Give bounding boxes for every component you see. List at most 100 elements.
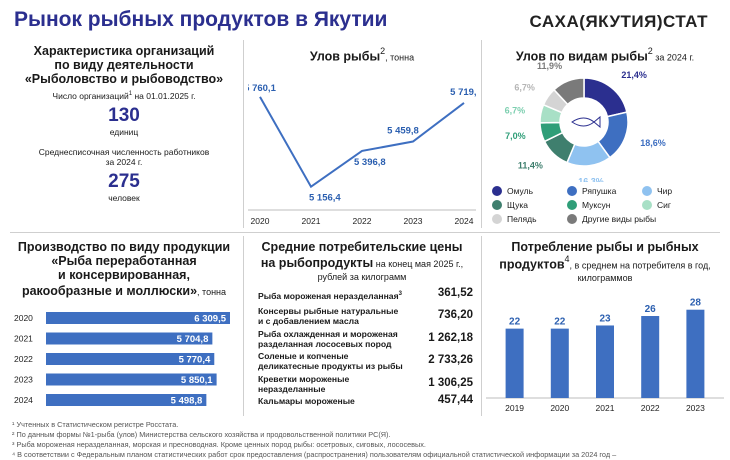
data-label: 5 850,1: [181, 375, 213, 386]
legend-swatch: [492, 200, 502, 210]
footnote-2: ² По данным формы №1-рыба (улов) Министе…: [12, 430, 391, 439]
price-row: Консервы рыбные натуральные и с добавлени…: [258, 306, 473, 326]
bar: [641, 316, 660, 398]
consumption-title-line1: Потребление рыбы и рыбных: [511, 240, 699, 254]
slice-label: 21,4%: [621, 70, 647, 80]
production-bar-chart: 2020 6 309,5 2021 5 704,8 2022 5 770,4 2023 5 8…: [14, 312, 230, 407]
price-row: Соленые и копченые деликатесные продукты …: [258, 351, 473, 371]
workers-label-line1: Среднесписочная численность работников: [38, 147, 210, 157]
y-tick-label: 2021: [14, 334, 33, 344]
fish-tail-icon: [593, 115, 601, 129]
workers-label-line2: за 2024 г.: [105, 157, 143, 167]
x-tick-label: 2020: [251, 216, 270, 226]
footnote-mark: 2: [380, 46, 386, 56]
footnote-1: ¹ Учтенных в Статистическом регистре Рос…: [12, 420, 179, 429]
legend-swatch: [567, 200, 577, 210]
footnote-4: ⁴ В соответствии с Федеральным планом ст…: [12, 450, 617, 459]
bar: [686, 309, 705, 398]
consumption-title-line2: продуктов: [499, 257, 565, 272]
data-label: 5 719,2: [450, 87, 476, 98]
product-name: Соленые и копченые: [258, 351, 349, 361]
bar: [46, 394, 207, 406]
consumption-bar-chart: 22 2019 22 2020 23 2021 26 2022 28 2023: [486, 298, 724, 413]
species-panel: Улов по видам рыбы2 за 2024 г.: [486, 46, 724, 65]
divider: [481, 40, 482, 228]
footnote-mark: 4: [564, 254, 570, 264]
legend-swatch: [492, 186, 502, 196]
slice-label: 11,4%: [518, 161, 543, 171]
price-value: 457,44: [437, 394, 473, 406]
data-label: 28: [690, 298, 702, 309]
legend-label: Сиг: [657, 200, 671, 210]
org-title-line3: «Рыболовство и рыбоводство»: [24, 72, 224, 86]
production-unit: , тонна: [197, 287, 227, 297]
x-tick-label: 2024: [455, 216, 474, 226]
catch-panel: Улов рыбы2, тонна: [248, 46, 476, 65]
product-name: Рыба мороженая неразделанная3: [258, 290, 402, 301]
x-tick-label: 2022: [641, 403, 660, 413]
org-count-value: 130: [108, 105, 140, 126]
divider: [243, 40, 244, 228]
x-tick-label: 2021: [302, 216, 321, 226]
org-panel: Характеристика организаций по виду деяте…: [10, 44, 238, 203]
product-name: неразделанные: [258, 383, 326, 394]
org-title-line2: по виду деятельности: [54, 58, 194, 72]
y-tick-label: 2020: [14, 313, 33, 323]
x-tick-label: 2020: [550, 403, 569, 413]
x-tick-label: 2022: [353, 216, 372, 226]
legend-swatch: [567, 186, 577, 196]
bar: [46, 353, 215, 365]
footnote-mark: 2: [647, 46, 653, 56]
legend-item: Чир: [642, 186, 672, 196]
legend-label: Чир: [657, 186, 673, 196]
price-value: 1 306,25: [428, 376, 473, 389]
bar: [505, 328, 524, 398]
data-label: 23: [599, 313, 611, 324]
org-count-unit: единиц: [109, 127, 139, 137]
product-name: и с добавлением масла: [258, 316, 359, 326]
y-tick-label: 2023: [14, 375, 33, 385]
price-value: 2 733,26: [428, 354, 473, 366]
legend-label: Другие виды рыбы: [582, 214, 657, 224]
y-tick-label: 2024: [14, 395, 33, 405]
legend-label: Муксун: [582, 200, 611, 210]
price-row: Кальмары мороженые 457,44: [258, 394, 473, 406]
catch-unit: , тонна: [385, 52, 415, 63]
x-tick-label: 2023: [404, 216, 423, 226]
slice-label: 6,7%: [514, 82, 535, 92]
prices-title-line1: Средние потребительские цены: [261, 240, 463, 254]
product-name: Креветки мороженые: [258, 373, 350, 384]
slice-label: 6,7%: [505, 106, 526, 116]
production-title-line1: Производство по виду продукции: [17, 240, 231, 254]
footnote-3: ³ Рыба мороженая неразделанная, морская …: [12, 440, 426, 449]
data-label: 22: [509, 317, 521, 328]
catch-series-line: [259, 96, 465, 189]
slice-label: 16,3%: [578, 177, 604, 182]
bar: [46, 332, 213, 345]
footnote-mark: 1: [128, 91, 133, 98]
legend-item: Щука: [492, 200, 528, 210]
legend-item: Другие виды рыбы: [567, 214, 656, 224]
legend-swatch: [492, 214, 502, 224]
legend-swatch: [642, 200, 652, 210]
legend-label: Ряпушка: [582, 186, 617, 196]
data-label: 22: [554, 317, 566, 328]
legend-item: Сиг: [642, 200, 671, 210]
legend-item: Муксун: [567, 200, 610, 210]
legend-label: Щука: [507, 200, 529, 210]
slice-label: 11,9%: [537, 62, 562, 71]
bar: [46, 312, 230, 324]
org-count-date: на 01.01.2025 г.: [132, 91, 196, 101]
price-value: 736,20: [437, 309, 473, 321]
product-name: Кальмары мороженые: [258, 396, 355, 406]
price-value: 361,52: [437, 287, 473, 299]
legend-item: Ряпушка: [567, 186, 616, 196]
slice-label: 7,0%: [505, 131, 526, 141]
data-label: 5 498,8: [171, 396, 203, 407]
data-label: 26: [645, 304, 657, 315]
product-name: разделанная лососевых пород: [258, 338, 392, 349]
catch-line-chart: 5 760,1 2020 5 156,4 2021 5 396,8 2022 5 459,8…: [248, 83, 476, 226]
data-label: 5 156,4: [309, 193, 341, 204]
price-row: Рыба охлажденная и мороженая разделанная …: [258, 329, 473, 349]
legend-label: Омуль: [507, 186, 534, 196]
